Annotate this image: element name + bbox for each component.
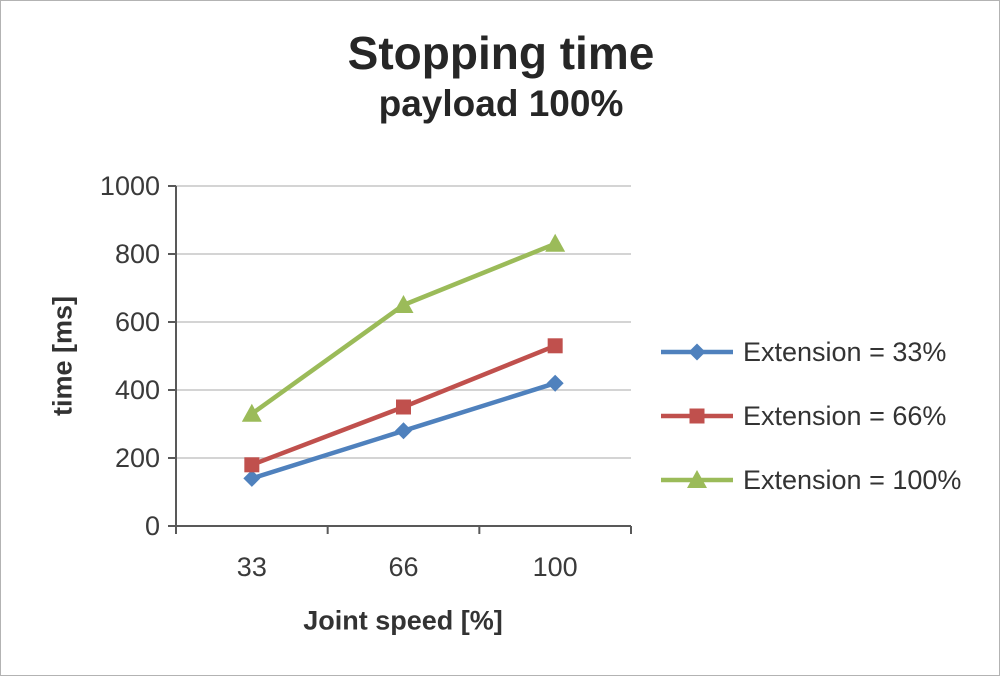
- square-marker-icon: [689, 408, 705, 424]
- legend-line-sample: [661, 470, 733, 488]
- diamond-marker-icon: [546, 374, 564, 392]
- svg-text:200: 200: [115, 443, 160, 473]
- x-axis-title: Joint speed [%]: [303, 605, 503, 636]
- triangle-marker-icon: [687, 470, 707, 488]
- svg-text:400: 400: [115, 375, 160, 405]
- axes: [168, 185, 632, 534]
- gridlines: [176, 185, 631, 459]
- svg-text:66: 66: [388, 552, 418, 582]
- triangle-marker-icon: [393, 295, 414, 313]
- chart-title: Stopping time: [347, 27, 655, 79]
- triangle-marker-icon: [545, 233, 566, 252]
- data-series: [241, 233, 566, 487]
- triangle-marker-icon: [241, 403, 262, 422]
- series-line: [250, 241, 557, 416]
- svg-text:800: 800: [115, 239, 160, 269]
- square-marker-icon: [244, 457, 260, 473]
- legend-label: Extension = 66%: [743, 400, 947, 431]
- legend-line-sample: [661, 343, 733, 361]
- y-tick-labels: 0 200 400 600 800 1000: [100, 171, 160, 541]
- chart-title-block: Stopping time payload 100%: [1, 27, 999, 128]
- legend-label: Extension = 33%: [743, 336, 947, 367]
- svg-text:0: 0: [145, 511, 160, 541]
- y-axis-title: time [ms]: [47, 295, 78, 417]
- legend-item: Extension = 100%: [659, 463, 961, 497]
- square-marker-icon: [547, 338, 563, 354]
- svg-text:33: 33: [237, 552, 267, 582]
- diamond-marker-icon: [688, 343, 706, 361]
- diamond-marker-icon: [243, 469, 261, 487]
- legend-label: Extension = 100%: [743, 464, 962, 495]
- legend-item: Extension = 33%: [659, 335, 961, 369]
- chart-subtitle: payload 100%: [378, 82, 624, 124]
- legend-item: Extension = 66%: [659, 399, 961, 433]
- legend: Extension = 33% Extension = 66% Extensio…: [659, 335, 961, 497]
- square-marker-icon: [396, 399, 411, 415]
- diamond-marker-icon: [395, 422, 412, 440]
- svg-text:600: 600: [115, 307, 160, 337]
- x-tick-labels: 33 66 100: [237, 552, 578, 582]
- svg-text:1000: 1000: [100, 171, 160, 201]
- svg-text:100: 100: [533, 552, 578, 582]
- legend-line-sample: [661, 408, 733, 424]
